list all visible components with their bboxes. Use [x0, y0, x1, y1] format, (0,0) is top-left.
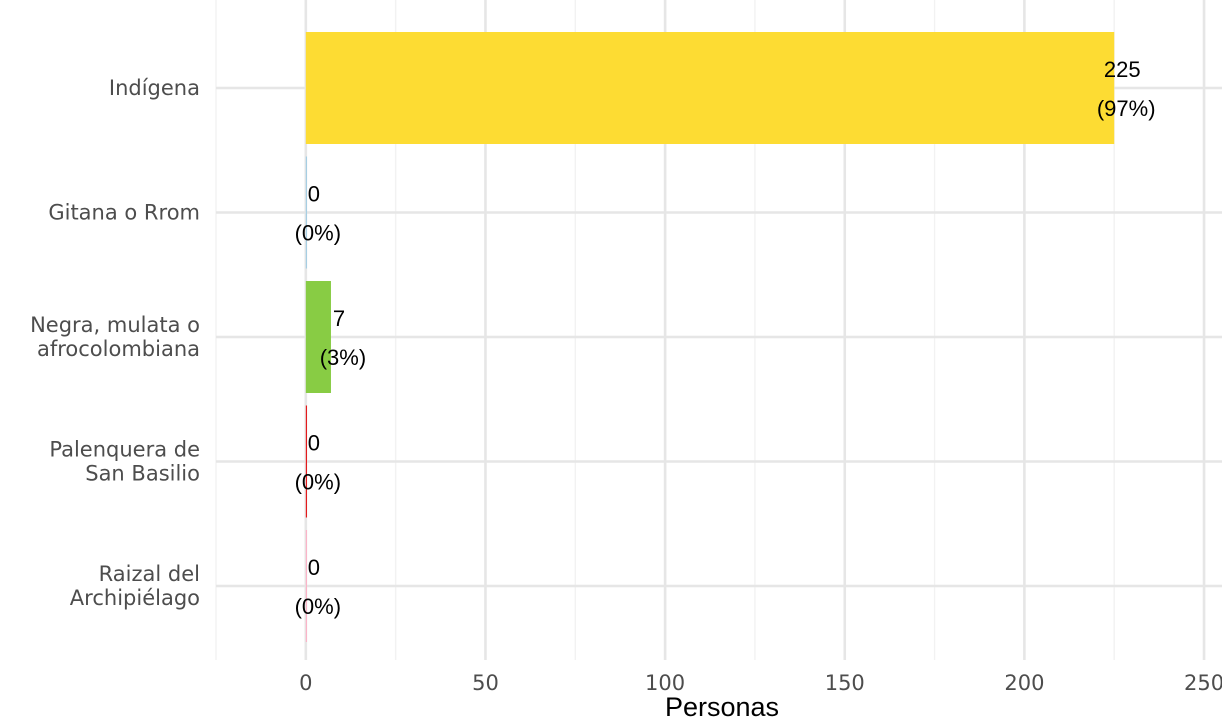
data-label-percent: (97%): [1097, 96, 1156, 121]
x-tick-labels: 0 50 100 150 200 250: [299, 671, 1222, 695]
data-label-percent: (0%): [295, 470, 341, 495]
x-tick-label: 250: [1184, 671, 1222, 695]
bar: [305, 530, 308, 642]
category-label: Gitana o Rrom: [48, 201, 200, 225]
category-label: Indígena: [109, 76, 200, 100]
category-label: San Basilio: [85, 462, 200, 486]
bar: [305, 281, 331, 393]
data-label-value: 225: [1104, 57, 1141, 82]
data-label-value: 0: [308, 555, 320, 580]
data-label-value: 0: [308, 182, 320, 207]
data-label-percent: (0%): [295, 594, 341, 619]
category-label: Negra, mulata o: [30, 313, 200, 337]
x-tick-label: 200: [1004, 671, 1044, 695]
data-label-value: 7: [333, 306, 345, 331]
bars: [305, 32, 1115, 642]
data-label-value: 0: [308, 431, 320, 456]
data-label-percent: (0%): [295, 221, 341, 246]
bar: [305, 156, 308, 269]
bar: [305, 32, 1115, 144]
category-label: Archipiélago: [70, 586, 200, 610]
category-labels: Indígena Gitana o Rrom Negra, mulata oafro…: [30, 76, 200, 610]
x-tick-label: 0: [299, 671, 312, 695]
data-labels: 225 (97%) 0 (0%) 7 (3%) 0 (0%) 0 (0%): [295, 57, 1156, 619]
bar: [305, 405, 308, 518]
x-tick-label: 150: [825, 671, 865, 695]
category-label: Palenquera de: [49, 438, 200, 462]
x-tick-label: 100: [645, 671, 685, 695]
data-label-percent: (3%): [320, 345, 366, 370]
x-axis-title: Personas: [665, 692, 779, 719]
x-tick-label: 50: [472, 671, 499, 695]
category-label: afrocolombiana: [37, 337, 200, 361]
category-label: Raizal del: [99, 562, 200, 586]
